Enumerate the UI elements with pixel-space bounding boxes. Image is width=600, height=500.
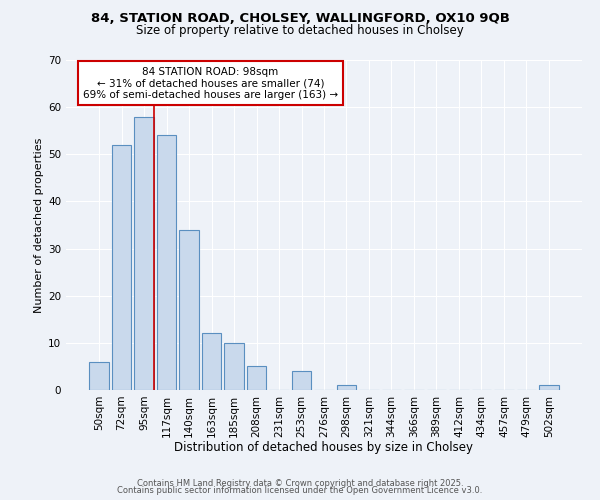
Bar	[134, 116, 154, 390]
Text: 84, STATION ROAD, CHOLSEY, WALLINGFORD, OX10 9QB: 84, STATION ROAD, CHOLSEY, WALLINGFORD, …	[91, 12, 509, 26]
Y-axis label: Number of detached properties: Number of detached properties	[34, 138, 44, 312]
Text: 84 STATION ROAD: 98sqm
← 31% of detached houses are smaller (74)
69% of semi-det: 84 STATION ROAD: 98sqm ← 31% of detached…	[83, 66, 338, 100]
Bar	[539, 386, 559, 390]
Bar	[224, 343, 244, 390]
X-axis label: Distribution of detached houses by size in Cholsey: Distribution of detached houses by size …	[175, 441, 473, 454]
Text: Contains HM Land Registry data © Crown copyright and database right 2025.: Contains HM Land Registry data © Crown c…	[137, 478, 463, 488]
Text: Size of property relative to detached houses in Cholsey: Size of property relative to detached ho…	[136, 24, 464, 37]
Bar	[157, 136, 176, 390]
Bar	[247, 366, 266, 390]
Bar	[337, 386, 356, 390]
Bar	[202, 334, 221, 390]
Bar	[292, 371, 311, 390]
Bar	[179, 230, 199, 390]
Bar	[89, 362, 109, 390]
Text: Contains public sector information licensed under the Open Government Licence v3: Contains public sector information licen…	[118, 486, 482, 495]
Bar	[112, 145, 131, 390]
